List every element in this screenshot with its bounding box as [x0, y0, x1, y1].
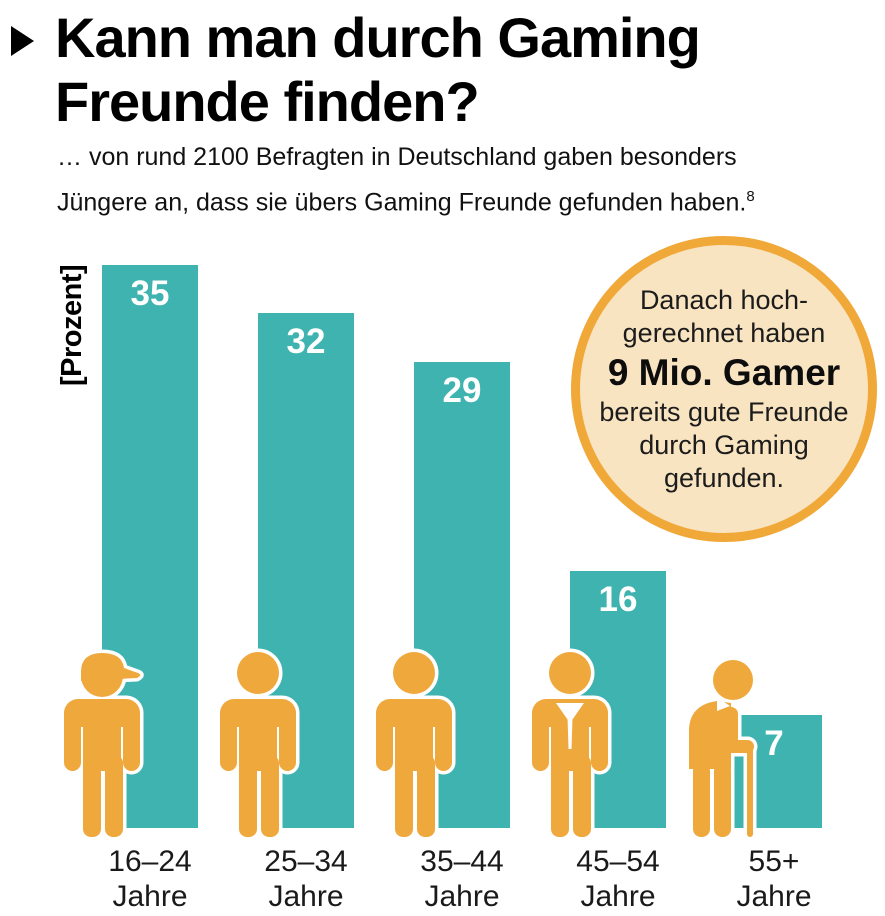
young-person-with-cap-icon [56, 647, 152, 837]
adult-person-icon [212, 647, 308, 837]
category-label-line: 25–34 [264, 845, 348, 878]
category-label-line: 35–44 [420, 845, 504, 878]
subtitle-line-1: … von rund 2100 Befragten in Deutschland… [57, 143, 737, 171]
bar-value-label: 7 [764, 724, 784, 763]
title-line-2: Freunde finden? [55, 70, 480, 133]
category-label-line: Jahre [736, 880, 812, 913]
category-label-line: 16–24 [108, 845, 192, 878]
category-label-line: Jahre [112, 880, 188, 913]
subtitle-line-2: Jüngere an, dass sie übers Gaming Freund… [57, 188, 747, 217]
badge-text-line: Danach hoch- [639, 284, 809, 315]
bar-55+-Jahre: 7 [726, 715, 822, 828]
badge-text-line: durch Gaming [639, 429, 809, 460]
category-label: 45–54 Jahre [540, 844, 696, 914]
bar-chart: [Prozent] 35 16–24 Jahre 32 25–34 Jahre 29 35–4… [0, 240, 885, 916]
badge-text-line: bereits gute Freunde [599, 396, 849, 427]
page-title: Kann man durch Gaming Freunde finden? [55, 6, 701, 134]
y-axis-label: [Prozent] [56, 264, 88, 386]
category-label-line: Jahre [580, 880, 656, 913]
category-label: 35–44 Jahre [384, 844, 540, 914]
category-label-line: Jahre [424, 880, 500, 913]
bar-value-label: 35 [130, 274, 170, 313]
highlight-badge: Danach hoch- gerechnet haben 9 Mio. Game… [571, 236, 877, 542]
footnote-marker: 8 [746, 188, 755, 205]
businessperson-with-tie-icon [524, 647, 620, 837]
category-label: 25–34 Jahre [228, 844, 384, 914]
subtitle: … von rund 2100 Befragten in Deutschland… [57, 138, 755, 222]
category-label-line: 55+ [748, 845, 800, 878]
bar-value-label: 32 [286, 322, 326, 361]
category-label: 55+ Jahre [696, 844, 852, 914]
bullet-arrow-icon [11, 26, 34, 56]
badge-highlight-text: 9 Mio. Gamer [607, 351, 841, 393]
adult-person-icon [368, 647, 464, 837]
category-label-line: 45–54 [576, 845, 660, 878]
bar-value-label: 29 [442, 371, 482, 410]
title-line-1: Kann man durch Gaming [55, 6, 701, 69]
badge-text-line: gerechnet haben [622, 317, 826, 348]
badge-text-line: gefunden. [663, 462, 785, 493]
elderly-person-with-cane-icon [680, 647, 776, 837]
bar-value-label: 16 [598, 580, 638, 619]
category-label-line: Jahre [268, 880, 344, 913]
category-label: 16–24 Jahre [72, 844, 228, 914]
